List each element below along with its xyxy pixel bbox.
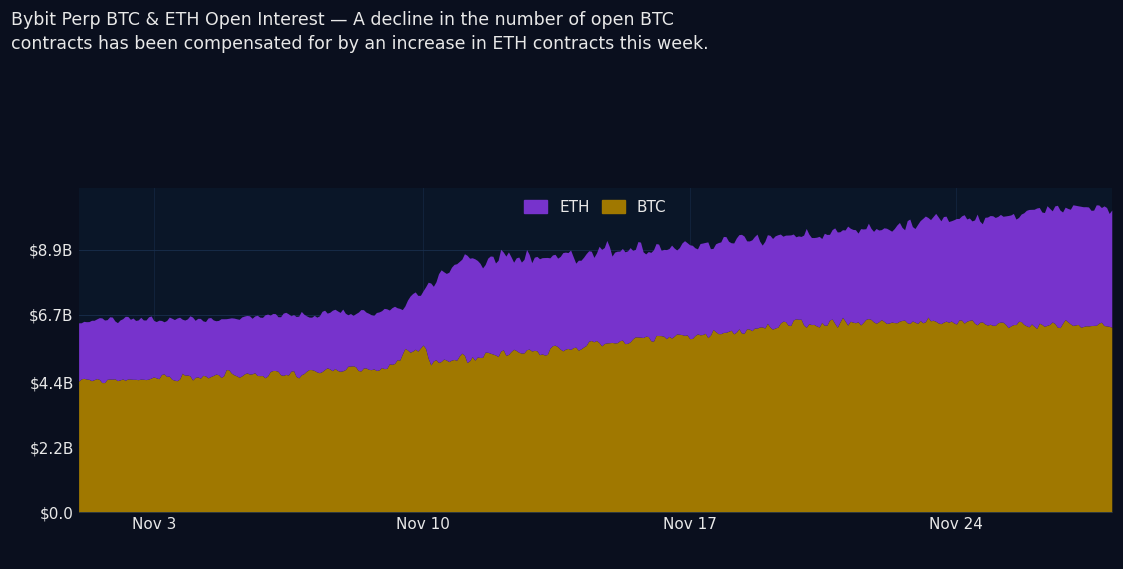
Legend: ETH, BTC: ETH, BTC — [519, 195, 672, 220]
Text: Bybit Perp BTC & ETH Open Interest — A decline in the number of open BTC
contrac: Bybit Perp BTC & ETH Open Interest — A d… — [11, 11, 709, 53]
